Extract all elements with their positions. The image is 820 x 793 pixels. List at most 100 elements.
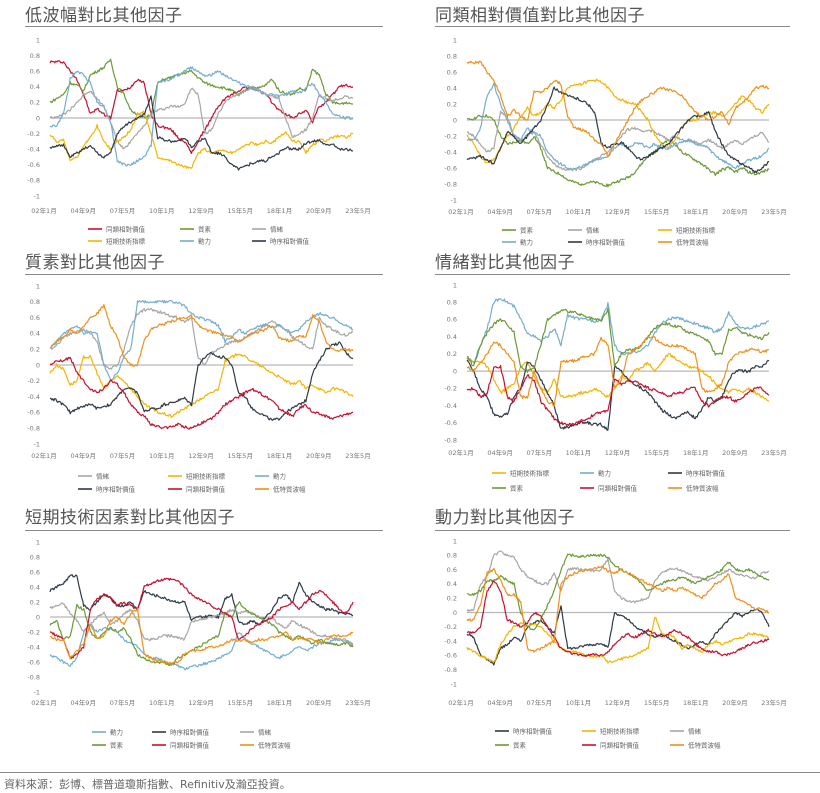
legend-item: 低特質波幅 [255, 484, 306, 493]
y-tick-label: 1 [36, 282, 40, 290]
chart-plot: 1 0.8 0.6 0.4 0.2 0 -0.2 -0.4 -0.6 -0.8 -1 02年1月 04年… [27, 36, 370, 245]
legend-label: 短期技術指標 [676, 225, 716, 234]
y-tick-label: 0.4 [447, 333, 457, 341]
legend-item: 動力 [502, 237, 533, 246]
y-tick-label: -1 [34, 688, 40, 696]
legend-label: 短期技術指標 [510, 468, 550, 477]
y-tick-label: -0.2 [27, 130, 40, 138]
legend-item: 短期技術指標 [88, 236, 146, 245]
y-tick-label: 1 [453, 281, 457, 289]
x-tick-label: 18年1月 [683, 448, 708, 457]
legend-item: 同類相對價值 [582, 740, 640, 749]
legend-item: 短期技術指標 [168, 471, 226, 480]
x-tick-label: 10年1月 [566, 448, 591, 457]
legend-label: 同類相對價值 [170, 740, 210, 749]
y-tick-label: 1 [36, 538, 40, 546]
series-line [49, 303, 354, 367]
series-line [466, 82, 770, 171]
y-tick-label: -0.8 [27, 425, 40, 433]
x-tick-label: 12年9月 [188, 206, 213, 215]
legend-item: 低特質波幅 [668, 483, 719, 492]
chart-panel-sentiment: 情緒對比其他因子 1 0.8 0.6 0.4 0.2 0 -0.2 -0.4 -0.6 -0.8 0… [410, 247, 805, 497]
legend-item: 低特質波幅 [240, 740, 291, 749]
legend-label: 短期技術指標 [186, 471, 226, 480]
series-line [49, 66, 354, 167]
x-tick-label: 10年1月 [149, 206, 174, 215]
legend-label: 時序相對價值 [686, 468, 726, 477]
legend-label: 短期技術指標 [106, 236, 146, 245]
series-line [49, 607, 354, 665]
y-tick-label: -0.8 [444, 436, 457, 444]
x-tick-label: 10年1月 [149, 698, 174, 707]
x-tick-label: 18年1月 [267, 206, 292, 215]
y-tick-label: 0.2 [30, 346, 40, 354]
y-tick-label: 1 [453, 36, 457, 44]
x-tick-label: 15年5月 [644, 448, 669, 457]
series-line [466, 114, 770, 188]
chart-plot: 1 0.8 0.6 0.4 0.2 0 -0.2 -0.4 -0.6 -0.8 -1 02年1月 04年… [444, 36, 786, 246]
series-line [49, 299, 354, 381]
legend-label: 同類相對價值 [600, 740, 640, 749]
series-line [466, 553, 770, 631]
y-tick-label: 0.6 [30, 314, 40, 322]
x-tick-label: 02年1月 [448, 448, 473, 457]
chart-plot: 1 0.8 0.6 0.4 0.2 0 -0.2 -0.4 -0.6 -0.8 -1 02年1月 04年… [27, 282, 370, 493]
y-tick-label: 0 [36, 114, 40, 122]
legend-label: 低特質波幅 [258, 740, 291, 749]
series-line [466, 60, 770, 158]
chart-title: 質素對比其他因子 [25, 253, 165, 273]
y-tick-label: 0.8 [30, 553, 40, 561]
legend-item: 情緒 [78, 471, 110, 480]
series-line [466, 336, 770, 407]
y-tick-label: 0.6 [447, 316, 457, 324]
chart-plot: 1 0.8 0.6 0.4 0.2 0 -0.2 -0.4 -0.6 -0.8 -1 02年1月 04年… [27, 538, 370, 749]
footer-rule [0, 772, 820, 773]
x-tick-label: 07年5月 [527, 698, 552, 707]
x-tick-label: 07年5月 [110, 206, 135, 215]
chart-panel-quality: 質素對比其他因子 1 0.8 0.6 0.4 0.2 0 -0.2 -0.4 -0.6 -0.8 -… [0, 247, 395, 497]
series-line [466, 110, 770, 172]
y-tick-label: -0.6 [27, 409, 40, 417]
x-tick-label: 15年5月 [644, 207, 669, 216]
y-tick-label: -0.6 [444, 419, 457, 427]
x-tick-label: 20年9月 [306, 698, 331, 707]
y-tick-label: 0 [453, 116, 457, 124]
x-tick-label: 02年1月 [31, 698, 56, 707]
legend-item: 情緒 [240, 727, 272, 736]
legend-label: 時序相對價值 [270, 236, 310, 245]
series-line [466, 580, 770, 658]
chart-title: 低波幅對比其他因子 [25, 6, 183, 26]
y-tick-label: 0.6 [447, 68, 457, 76]
x-tick-label: 02年1月 [448, 207, 473, 216]
legend-item: 動力 [180, 236, 211, 245]
legend-label: 質素 [110, 740, 124, 749]
x-tick-label: 18年1月 [267, 451, 292, 460]
y-tick-label: -0.6 [444, 652, 457, 660]
y-tick-label: 0.2 [447, 350, 457, 358]
y-tick-label: -0.8 [27, 673, 40, 681]
chart-panel-momentum: 動力對比其他因子 1 0.8 0.6 0.4 0.2 0 -0.2 -0.4 -0.6 -0.8 -… [410, 502, 805, 762]
y-tick-label: -0.2 [27, 628, 40, 636]
legend-label: 質素 [510, 483, 524, 492]
x-tick-label: 07年5月 [527, 448, 552, 457]
x-tick-label: 04年9月 [487, 448, 512, 457]
legend-label: 時序相對價值 [513, 726, 553, 735]
legend-item: 質素 [92, 740, 124, 749]
y-tick-label: 1 [453, 537, 457, 545]
x-tick-label: 04年9月 [487, 207, 512, 216]
x-tick-label: 07年5月 [527, 207, 552, 216]
series-line [49, 341, 354, 421]
y-tick-label: -0.2 [444, 385, 457, 393]
chart-plot: 1 0.8 0.6 0.4 0.2 0 -0.2 -0.4 -0.6 -0.8 -1 02年1月 04年… [444, 537, 786, 749]
y-tick-label: -0.8 [444, 180, 457, 188]
y-tick-label: -0.8 [27, 177, 40, 185]
legend-label: 質素 [513, 740, 527, 749]
y-tick-label: 0.8 [447, 552, 457, 560]
x-tick-label: 04年9月 [71, 206, 96, 215]
legend-item: 動力 [255, 471, 286, 480]
legend-item: 質素 [502, 225, 534, 234]
legend-label: 情緒 [586, 225, 600, 234]
legend-label: 短期技術指標 [600, 726, 640, 735]
y-tick-label: 0.6 [30, 68, 40, 76]
series-line [49, 356, 353, 430]
